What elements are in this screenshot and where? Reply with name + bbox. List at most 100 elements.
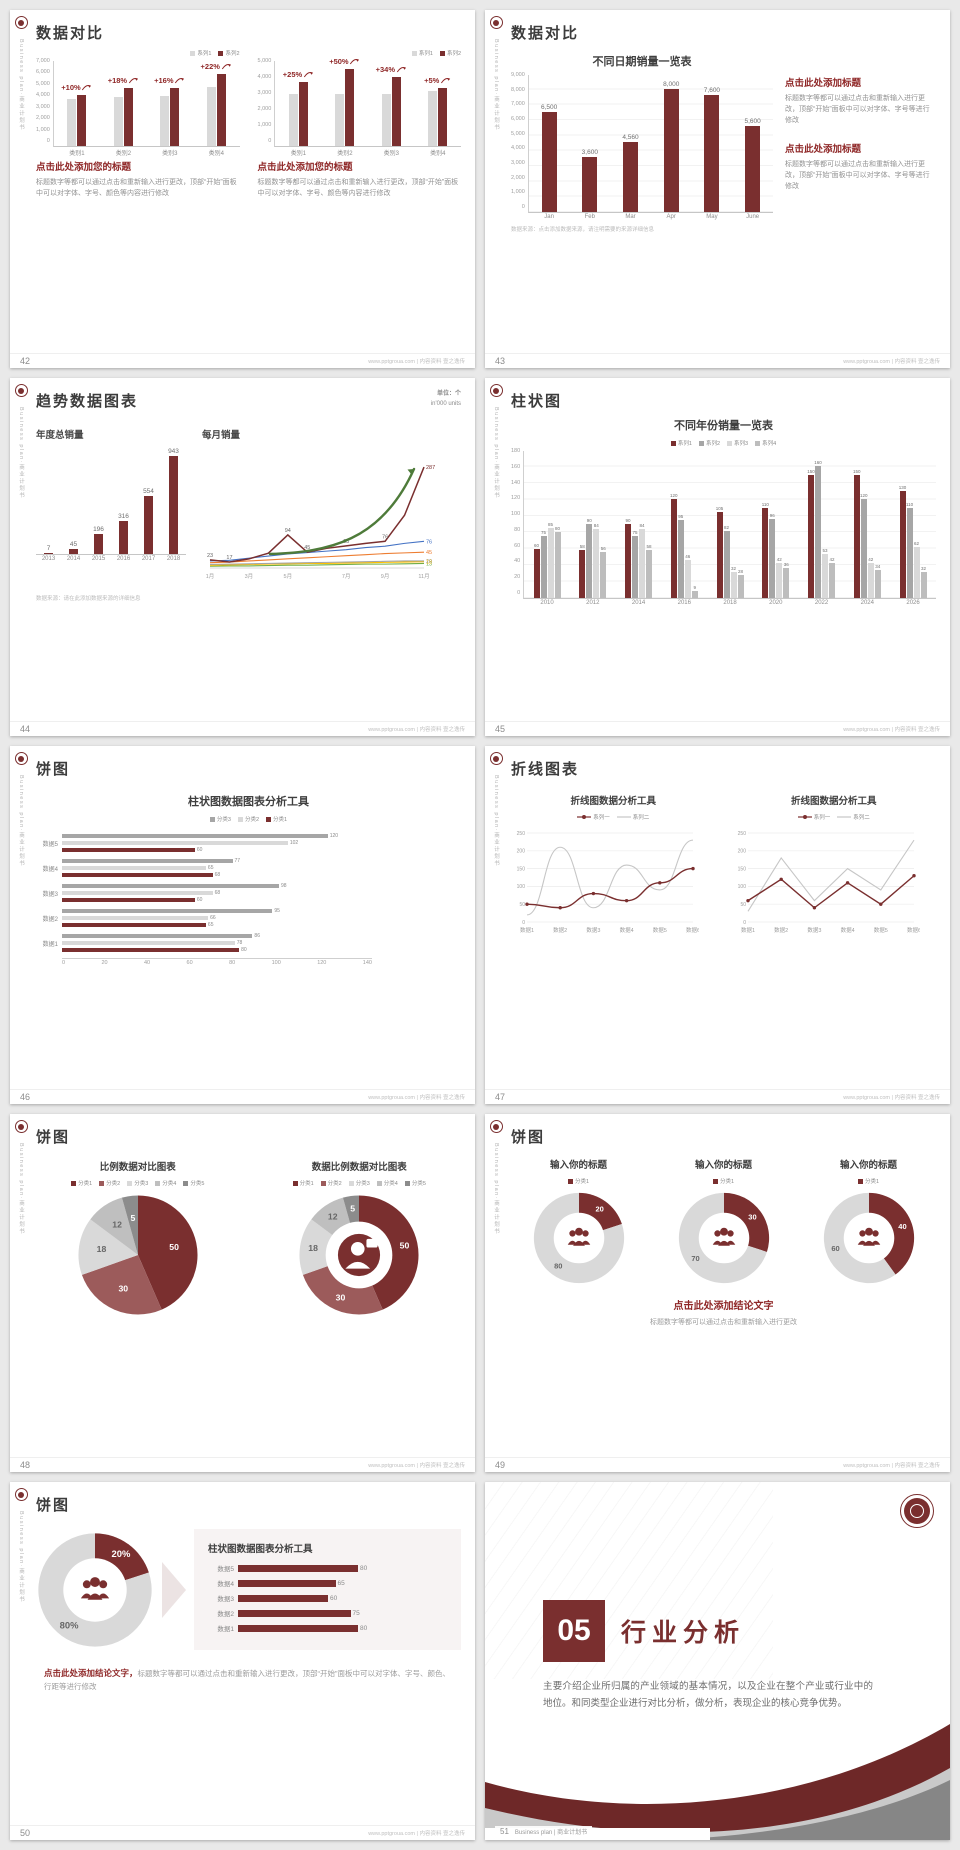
bar-value: 4,560 [622,134,639,142]
legend-label: 系列2 [705,441,720,447]
bar-value: 82 [724,524,730,530]
bar-group: 类别1 +25% [283,61,313,157]
conclusion-heading: 点击此处添加结论文字， [44,1668,138,1678]
y-tick: 7,000 [36,58,50,64]
bar-group: 类别4 +22% [201,61,231,157]
bar: 42 [867,557,874,598]
growth-arrow-icon [268,467,416,556]
hbar-line: 98 [62,883,435,889]
slide-50-thumbnail[interactable]: Business plan·商业计划书 饼图 20% 80% 柱状图数据图表分析工… [10,1482,475,1840]
slide-footer: 49 www.pptgroua.com | 内容资料 壹之逸传 [485,1457,950,1472]
panel-title: 柱状图数据图表分析工具 [208,1544,313,1555]
x-label: 2017 [141,556,156,562]
slice-label: 12 [112,1219,122,1229]
horizontal-bar-chart: 数据5 120 102 60 数据4 77 65 68 数据3 98 68 60 数据2 95 66 65 数据… [36,833,461,966]
slice-label: 18 [96,1244,106,1254]
side-rail: Business plan·商业计划书 [10,1482,32,1840]
bar [238,1594,328,1602]
bar: 120 [860,493,868,598]
side-rail: Business plan·商业计划书 [485,746,507,1104]
legend-label: 分类5 [411,1181,426,1187]
bar [62,884,279,888]
svg-text:数据5: 数据5 [653,926,667,934]
bar: 6,500 [541,104,557,212]
bar [428,90,438,146]
page-number: 47 [495,1092,506,1102]
line-series [747,875,914,909]
content-row: 20% 80% 柱状图数据图表分析工具 数据5 80 数据4 65 数据3 60 数据2 75 数… [36,1529,461,1650]
legend-label: 分类2 [106,1181,121,1187]
hbar-line: 65 [238,1579,447,1587]
chart-title: 折线图数据分析工具 [570,796,656,807]
y-axis: 5,000 4,000 3,000 2,000 1,000 0 [258,58,275,144]
bar-value: 9 [693,584,697,590]
x-label: 类别1 [69,151,85,157]
footer-site-text: www.pptgroua.com | 内容资料 壹之逸传 [368,1831,465,1837]
x-tick: 120 [317,960,327,966]
slide-46-thumbnail[interactable]: Business plan·商业计划书 饼图 柱状图数据图表分析工具 分类3 分类… [10,746,475,1104]
slide-title: 饼图 [36,1129,71,1146]
svg-text:200: 200 [517,849,526,855]
svg-text:76: 76 [426,539,432,545]
bar [62,834,328,838]
slide-44-thumbnail[interactable]: Business plan·商业计划书 趋势数据图表 单位：个 in'000 u… [10,378,475,736]
slide-49-thumbnail[interactable]: Business plan·商业计划书 饼图 输入你的标题 分类1 20 80 输… [485,1114,950,1472]
y-tick: 0 [268,138,272,144]
bar-value: 96 [769,513,775,519]
pie-slice [121,1195,138,1255]
side-rail: Business plan·商业计划书 [485,10,507,368]
legend-label: 分类2 [244,817,260,823]
bar-group: 5,600 June [744,75,760,220]
bar [62,873,213,877]
bar-group: 类别3 +16% [154,61,185,157]
category-label: 数据1 [217,1626,234,1633]
chart-title: 折线图数据分析工具 [790,796,877,807]
bar-value: 85 [548,522,554,528]
bar: 130 [899,485,906,598]
bar: 9 [691,585,698,598]
hbar-group: 数据4 65 [208,1578,447,1588]
legend-swatch [670,440,676,446]
bar-value: 32 [731,565,737,571]
people-icon [712,1227,735,1246]
bar: 28 [737,569,744,598]
chart-title: 不同年份销量一览表 [674,420,773,432]
y-tick: 4,000 [257,74,272,80]
chart-legend: 系列一 系列二 [511,813,716,821]
bar [238,1579,336,1587]
percent-label: +50% [329,57,360,66]
slide-43-thumbnail[interactable]: Business plan·商业计划书 数据对比 不同日期销量一览表 9,000… [485,10,950,368]
slide-47-thumbnail[interactable]: Business plan·商业计划书 折线图表 折线图数据分析工具 系列一 系列… [485,746,950,1104]
rail-vertical-text: Business plan·商业计划书 [493,407,499,500]
slide-45-thumbnail[interactable]: Business plan·商业计划书 柱状图 不同年份销量一览表 系列1 系列2… [485,378,950,736]
bar: 96 [769,513,776,598]
bar-value: 943 [168,447,179,455]
slide-footer: 46 www.pptgroua.com | 内容资料 壹之逸传 [10,1089,475,1104]
text-block: 点击此处添加标题 标题数字等都可以通过点击和重新输入进行更改，顶部“开始”面板中… [785,141,936,193]
page-number: 46 [20,1092,31,1102]
slide-48-thumbnail[interactable]: Business plan·商业计划书 饼图 比例数据对比图表 分类1 分类2 分类… [10,1114,475,1472]
x-label: 2020 [769,600,783,606]
section-header: 05 行业分析 [543,1600,950,1662]
slide-51-thumbnail[interactable]: 05 行业分析 主要介绍企业所归属的产业领域的基本情况，以及企业在整个产业或行业… [485,1482,950,1840]
legend-line-swatch [797,815,812,819]
slice-label: 40 [898,1222,906,1231]
rail-vertical-text: Business plan·商业计划书 [18,1143,24,1236]
legend-swatch [183,1180,189,1186]
section-body: 主要介绍企业所归属的产业领域的基本情况，以及企业在整个产业或行业中的地位。和同类… [543,1681,873,1710]
chart-title: 不同日期销量一览表 [592,56,692,68]
chart-heading: 点击此处添加您的标题 [257,162,353,173]
speech-bubble-icon [366,1238,378,1248]
bar [62,898,195,902]
x-tick: 40 [144,960,151,966]
slide-42-thumbnail[interactable]: Business plan·商业计划书 数据对比 系列1 系列2 7,000 6,0… [10,10,475,368]
bar: 90 [625,518,632,598]
unit-note: 单位：个 in'000 units [431,390,461,409]
bar: 554 [143,488,154,554]
legend-swatch [209,816,215,822]
page-number: 43 [495,356,506,366]
slide-footer: 45 www.pptgroua.com | 内容资料 壹之逸传 [485,721,950,736]
line-series [209,561,425,566]
slice-label: 80% [60,1619,79,1630]
